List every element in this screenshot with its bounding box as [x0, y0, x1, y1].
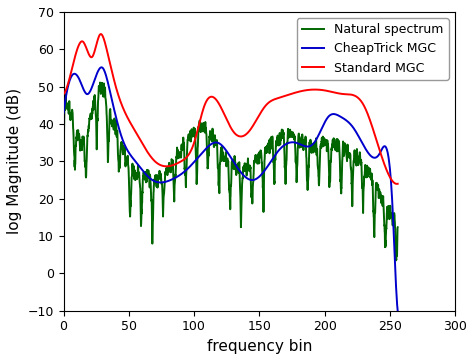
Natural spectrum [223, 160, 229, 165]
Y-axis label: log Magnitude (dB): log Magnitude (dB) [7, 88, 22, 234]
Line: Standard MGC: Standard MGC [64, 34, 398, 184]
Line: CheapTrick MGC: CheapTrick MGC [64, 68, 398, 311]
CheapTrick MGC [395, 309, 401, 313]
CheapTrick MGC [258, 173, 264, 177]
Natural spectrum [324, 149, 330, 153]
Standard MGC [98, 32, 104, 36]
CheapTrick MGC [284, 141, 290, 145]
Natural spectrum [61, 134, 66, 139]
Standard MGC [395, 182, 401, 186]
Standard MGC [313, 87, 319, 92]
Standard MGC [394, 182, 400, 186]
Natural spectrum [78, 140, 83, 144]
Natural spectrum [97, 81, 103, 85]
Natural spectrum [393, 258, 399, 262]
Legend: Natural spectrum, CheapTrick MGC, Standard MGC: Natural spectrum, CheapTrick MGC, Standa… [297, 18, 449, 80]
Standard MGC [61, 92, 66, 96]
Natural spectrum [385, 207, 391, 211]
CheapTrick MGC [147, 176, 153, 180]
Standard MGC [212, 96, 218, 101]
Standard MGC [284, 93, 290, 97]
Natural spectrum [395, 225, 401, 230]
X-axis label: frequency bin: frequency bin [207, 339, 312, 354]
Natural spectrum [385, 212, 391, 216]
CheapTrick MGC [99, 65, 104, 70]
Standard MGC [120, 106, 126, 111]
CheapTrick MGC [212, 140, 218, 145]
CheapTrick MGC [120, 139, 126, 144]
CheapTrick MGC [313, 138, 319, 143]
CheapTrick MGC [61, 110, 66, 115]
Natural spectrum [215, 152, 220, 156]
Standard MGC [147, 153, 153, 158]
Line: Natural spectrum: Natural spectrum [64, 83, 398, 260]
Standard MGC [258, 110, 264, 114]
